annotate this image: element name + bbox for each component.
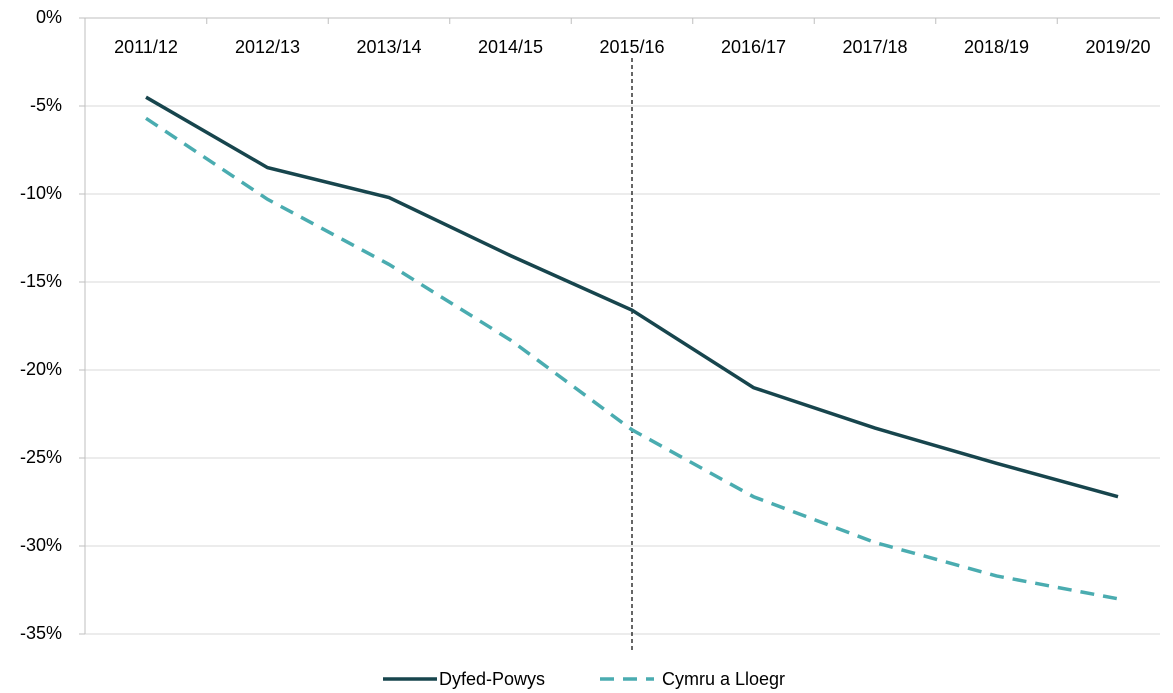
x-tick-label: 2017/18: [842, 37, 907, 57]
series-line: [145, 116, 1119, 601]
y-tick-label: -10%: [20, 183, 62, 203]
y-tick-label: -5%: [30, 95, 62, 115]
series-line: [145, 95, 1119, 499]
x-tick-label: 2016/17: [721, 37, 786, 57]
x-tick-label: 2015/16: [599, 37, 664, 57]
y-tick-label: 0%: [36, 7, 62, 27]
x-tick-label: 2014/15: [478, 37, 543, 57]
x-tick-label: 2019/20: [1085, 37, 1150, 57]
x-tick-label: 2013/14: [356, 37, 421, 57]
x-tick-label: 2011/12: [114, 37, 178, 57]
y-tick-label: -20%: [20, 359, 62, 379]
y-tick-label: -15%: [20, 271, 62, 291]
y-tick-label: -35%: [20, 623, 62, 643]
legend-label: Cymru a Lloegr: [662, 669, 785, 689]
y-tick-label: -25%: [20, 447, 62, 467]
legend-label: Dyfed-Powys: [439, 669, 545, 689]
x-tick-label: 2012/13: [235, 37, 300, 57]
x-tick-label: 2018/19: [964, 37, 1029, 57]
y-tick-label: -30%: [20, 535, 62, 555]
